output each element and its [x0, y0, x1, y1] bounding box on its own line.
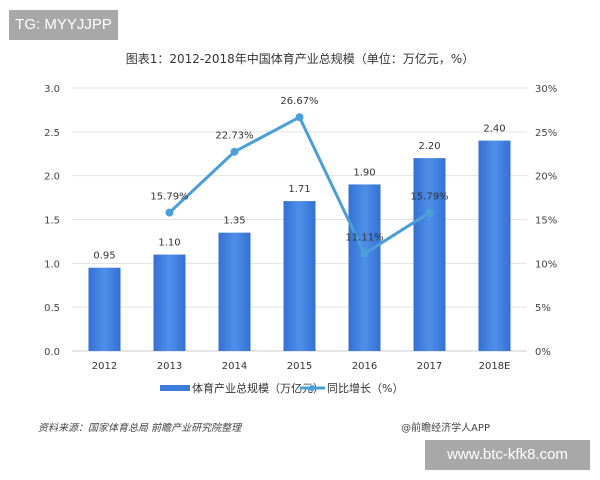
- bar-data-label: 1.10: [158, 238, 180, 249]
- left-tick-label: 1.0: [44, 259, 60, 270]
- bar: [218, 232, 251, 351]
- site-watermark: www.btc-kfk8.com: [425, 440, 590, 470]
- legend-line-marker: [309, 385, 315, 391]
- bar-data-label: 2.20: [418, 141, 440, 152]
- bar-data-label: 2.40: [483, 124, 505, 135]
- x-tick-label: 2013: [157, 361, 182, 372]
- growth-point: [360, 249, 369, 258]
- x-tick-label: 2015: [287, 361, 312, 372]
- x-tick-label: 2017: [417, 361, 442, 372]
- growth-data-label: 15.79%: [410, 192, 448, 203]
- growth-point: [295, 113, 304, 122]
- right-tick-label: 0%: [535, 347, 551, 358]
- right-tick-label: 30%: [535, 84, 557, 95]
- bar: [88, 267, 121, 351]
- bar-data-label: 1.71: [288, 184, 310, 195]
- growth-data-label: 22.73%: [215, 131, 253, 142]
- bar-data-label: 1.35: [223, 216, 245, 227]
- legend-line-label: 同比增长（%）: [327, 381, 403, 395]
- left-tick-label: 2.0: [44, 172, 60, 183]
- x-tick-label: 2012: [92, 361, 117, 372]
- bar-data-label: 1.90: [353, 167, 375, 178]
- growth-point: [425, 208, 434, 217]
- legend-bar-swatch: [160, 385, 190, 391]
- bar: [153, 254, 186, 351]
- x-tick-label: 2016: [352, 361, 377, 372]
- growth-data-label: 15.79%: [150, 192, 188, 203]
- x-tick-label: 2014: [222, 361, 247, 372]
- chart-title: 图表1：2012-2018年中国体育产业总规模（单位：万亿元，%）: [125, 52, 475, 66]
- growth-data-label: 11.11%: [345, 233, 383, 244]
- bar: [413, 158, 446, 351]
- tg-watermark: TG: MYYJJPP: [9, 10, 118, 40]
- credit: @前瞻经济学人APP: [401, 423, 490, 434]
- left-tick-label: 2.5: [44, 128, 60, 139]
- bar: [348, 184, 381, 351]
- bar: [478, 140, 511, 351]
- right-tick-label: 15%: [535, 216, 557, 227]
- right-tick-label: 25%: [535, 128, 557, 139]
- right-tick-label: 10%: [535, 259, 557, 270]
- left-tick-label: 1.5: [44, 216, 60, 227]
- growth-point: [230, 147, 239, 156]
- x-tick-label: 2018E: [479, 361, 511, 372]
- growth-point: [165, 208, 174, 217]
- bar-data-label: 0.95: [93, 251, 115, 262]
- bar: [283, 201, 316, 351]
- left-tick-label: 0.5: [44, 303, 60, 314]
- left-tick-label: 3.0: [44, 84, 60, 95]
- left-tick-label: 0.0: [44, 347, 60, 358]
- legend-bar-label: 体育产业总规模（万亿元）: [192, 381, 324, 395]
- source-note: 资料来源：国家体育总局 前瞻产业研究院整理: [38, 423, 242, 434]
- right-tick-label: 20%: [535, 172, 557, 183]
- right-tick-label: 5%: [535, 303, 551, 314]
- growth-data-label: 26.67%: [280, 96, 318, 107]
